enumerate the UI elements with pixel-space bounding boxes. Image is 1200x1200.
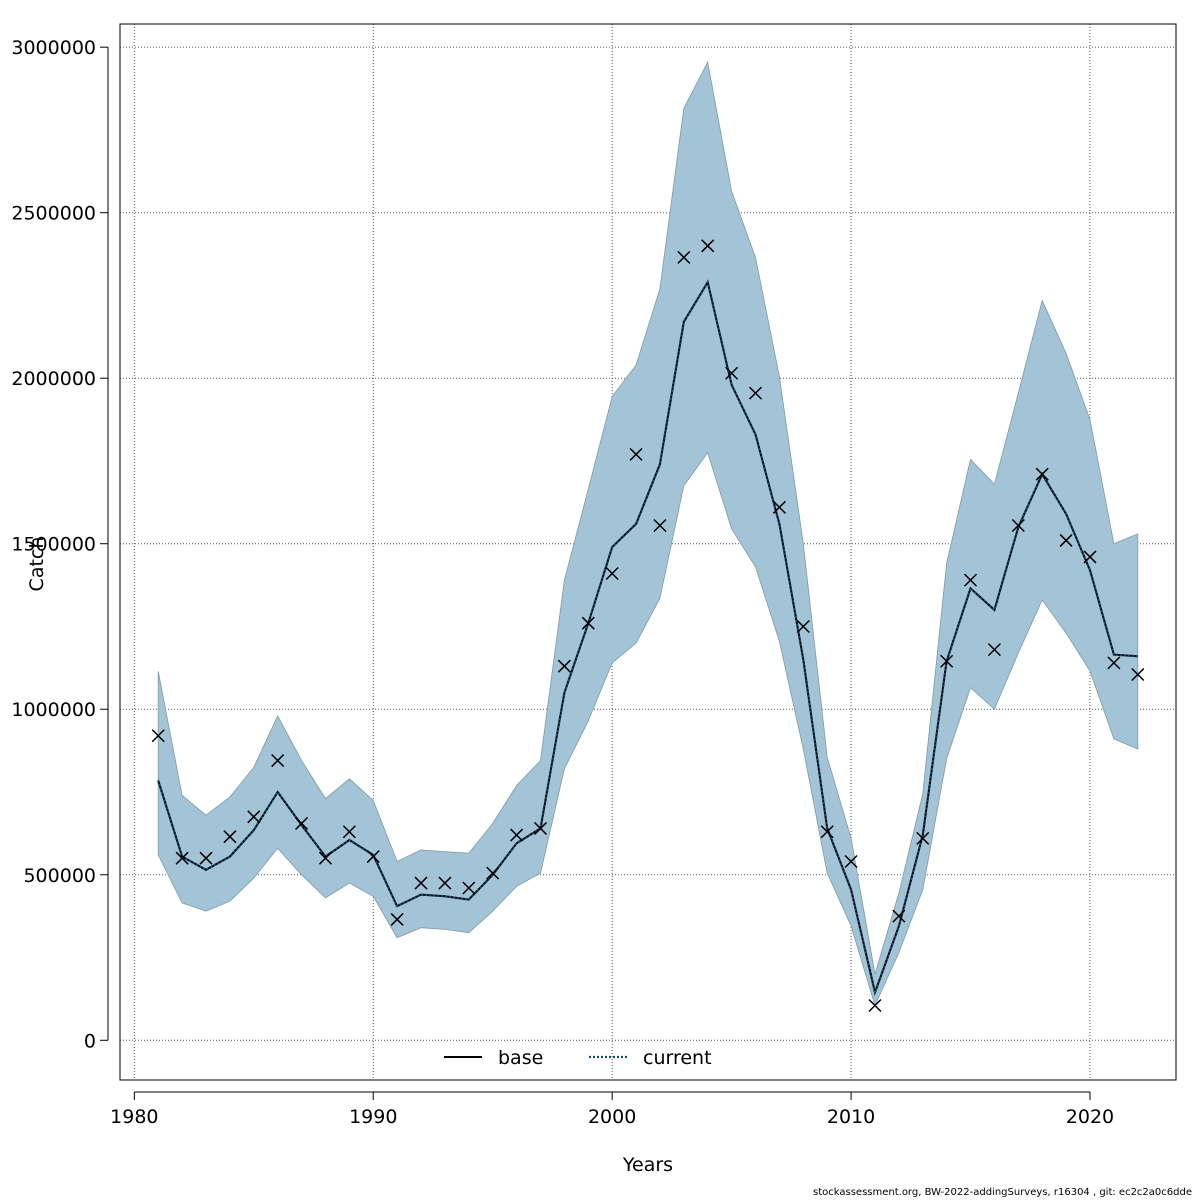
y-tick-label: 500000 (23, 865, 96, 887)
data-point-observed (868, 998, 882, 1013)
data-point-observed (175, 851, 189, 865)
data-point-observed (701, 239, 715, 253)
plot-frame (119, 23, 1177, 1081)
data-point-observed (653, 518, 667, 533)
y-tick-label: 0 (84, 1030, 96, 1052)
observed-points-layer (151, 239, 1145, 1013)
y-tick-label: 2000000 (11, 368, 96, 390)
data-point-observed (844, 854, 858, 869)
data-point-observed (916, 831, 930, 845)
data-point-observed (1107, 656, 1121, 670)
data-point-observed (199, 851, 213, 865)
x-tick-label: 2000 (588, 1106, 636, 1128)
series-lines-layer (157, 279, 1138, 997)
x-tick-label: 2010 (827, 1106, 875, 1128)
data-point-observed (295, 816, 309, 830)
data-point-observed (1011, 518, 1025, 533)
data-point-observed (557, 659, 571, 673)
data-point-observed (247, 810, 261, 824)
data-point-observed (964, 573, 978, 587)
data-point-observed (820, 825, 834, 839)
data-point-observed (1035, 467, 1049, 481)
data-point-observed (772, 500, 786, 514)
data-point-observed (318, 851, 332, 865)
data-point-observed (342, 825, 356, 839)
legend-label-base: base (498, 1047, 543, 1069)
data-point-observed (414, 876, 428, 890)
data-point-observed (581, 616, 595, 630)
axes: 1980 1990 2000 2010 2020 0 500000 1000000 150000… (11, 37, 1114, 1128)
data-point-observed (677, 250, 691, 264)
data-point-observed (366, 850, 380, 864)
legend: base current (444, 1047, 712, 1069)
y-tick-label: 1000000 (11, 699, 96, 721)
x-tick-label: 1980 (110, 1106, 158, 1128)
data-point-observed (462, 881, 476, 895)
data-point-observed (438, 876, 452, 890)
series-line-current (157, 279, 1138, 997)
confidence-band-layer (157, 60, 1139, 1007)
x-tick-label: 2020 (1066, 1106, 1114, 1128)
data-point-observed (151, 729, 165, 743)
confidence-band (157, 60, 1139, 1007)
data-point-observed (223, 830, 237, 844)
data-point-observed (510, 828, 524, 842)
data-point-observed (987, 643, 1001, 657)
y-tick-label: 3000000 (11, 37, 96, 59)
data-point-observed (796, 619, 810, 634)
data-point-observed (271, 754, 285, 768)
footer-credit: stockassessment.org, BW-2022-addingSurve… (813, 1187, 1192, 1198)
y-tick-label: 1500000 (11, 534, 96, 556)
x-tick-label: 1990 (349, 1106, 397, 1128)
y-axis-title: Catch (26, 537, 48, 592)
data-point-observed (486, 866, 500, 880)
data-point-observed (725, 366, 739, 380)
data-point-observed (748, 386, 763, 400)
data-point-observed (605, 566, 619, 581)
data-point-observed (390, 912, 404, 926)
data-point-observed (533, 821, 548, 835)
x-axis-title: Years (622, 1154, 673, 1176)
data-point-observed (940, 654, 954, 668)
data-point-observed (892, 909, 906, 923)
data-point-observed (1059, 533, 1073, 547)
data-point-observed (1131, 667, 1145, 682)
data-point-observed (629, 447, 643, 461)
legend-label-current: current (643, 1047, 712, 1069)
data-point-observed (1083, 550, 1097, 564)
y-tick-label: 2500000 (11, 203, 96, 225)
